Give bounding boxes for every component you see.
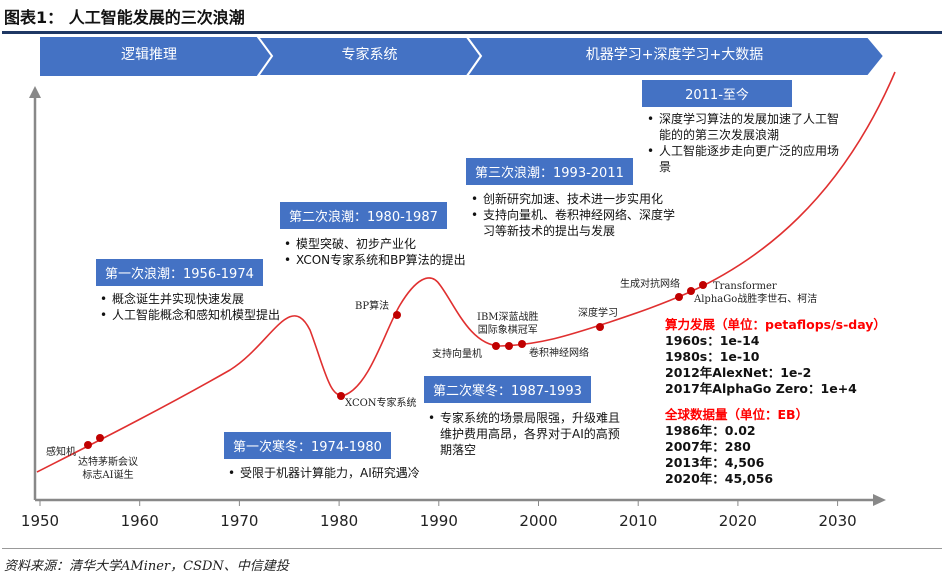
dot-deepblue [505,342,513,350]
dot-perceptron [84,441,92,449]
label-gan: 生成对抗网络 [620,279,680,290]
wave1-box: 第一次浪潮：1956-1974 [96,259,263,286]
compute-row: 1980s：1e-10 [665,349,760,364]
dot-dl [596,323,604,331]
wave3-box: 第三次浪潮：1993-2011 [466,158,633,185]
dot-transformer [699,281,707,289]
compute-row: 2012年AlexNet：1e-2 [665,365,812,380]
milestone-dots [84,281,707,449]
x-tick-label: 1970 [220,512,259,530]
phase-label-1: 逻辑推理 [121,47,177,63]
wave2-box: 第二次浪潮：1980-1987 [280,202,447,229]
dot-bp [393,311,401,319]
dot-dartmouth [96,434,104,442]
y-axis-arrow-icon [29,86,41,98]
dot-cnn [518,340,526,348]
label-deepblue: IBM深蓝战胜 国际象棋冠军 [477,312,539,336]
label-dl: 深度学习 [578,308,618,319]
compute-row: 2017年AlphaGo Zero：1e+4 [665,381,857,396]
x-tick-label: 2000 [519,512,558,530]
datavol-row: 2020年：45,056 [665,471,774,486]
label-perceptron: 感知机 [46,447,76,458]
modern-box: 2011-至今 [642,80,792,107]
wave2-bullets: 模型突破、初步产业化XCON专家系统和BP算法的提出 [284,236,466,268]
label-svm: 支持向量机 [432,349,482,360]
label-alphago: AlphaGo战胜李世石、柯洁 [694,294,818,305]
winter1-bullets: 受限于机器计算能力，AI研究遇冷 [228,465,420,481]
x-tick-label: 2030 [818,512,857,530]
compute-heading: 算力发展（单位：petaflops/s-day） [665,317,886,332]
modern-bullets: 深度学习算法的发展加速了人工智能的的第三次发展浪潮人工智能逐步走向更广泛的应用场… [647,111,847,175]
x-tick-label: 1950 [20,512,60,530]
phase-arrow-1 [40,37,272,76]
x-tick-label: 1960 [120,512,159,530]
figure-title: 图表1： 人工智能发展的三次浪潮 [4,8,245,27]
datavol-row: 2007年：280 [665,439,751,454]
stats-panel: 算力发展（单位：petaflops/s-day） 1960s：1e-14 198… [665,317,886,487]
x-tick-label: 1980 [320,512,359,530]
label-cnn: 卷积神经网络 [529,348,589,359]
datavol-heading: 全球数据量（单位：EB） [665,407,809,422]
label-transformer: Transformer [713,281,777,292]
winter2-box: 第二次寒冬：1987-1993 [424,376,591,403]
source-note: 资料来源：清华大学AMiner，CSDN、中信建投 [4,559,289,574]
title-rule [2,31,942,34]
label-bp: BP算法 [355,301,390,312]
x-tick-label: 2010 [619,512,658,530]
x-axis-arrow-icon [873,494,886,506]
label-xcon: XCON专家系统 [345,398,417,409]
phase-label-3: 机器学习+深度学习+大数据 [585,47,764,63]
winter2-bullets: 专家系统的场景局限强，升级难且维护费用高昂，各界对于AI的高预期落空 [428,410,628,458]
x-tick-label: 1990 [419,512,458,530]
x-tick-label: 2020 [718,512,757,530]
datavol-row: 1986年：0.02 [665,423,756,438]
phase-arrow-3 [465,36,886,77]
winter1-box: 第一次寒冬：1974-1980 [224,432,391,459]
wave1-bullets: 概念诞生并实现快速发展人工智能概念和感知机模型提出 [100,291,280,323]
dot-gan [675,293,683,301]
dot-alphago [687,287,695,295]
dot-xcon [337,392,345,400]
datavol-row: 2013年：4,506 [665,455,765,470]
footer-rule [2,548,942,549]
phase-label-2: 专家系统 [341,47,398,63]
compute-row: 1960s：1e-14 [665,333,760,348]
dot-svm [492,342,500,350]
wave3-bullets: 创新研究加速、技术进一步实用化支持向量机、卷积神经网络、深度学习等新技术的提出与… [471,191,686,239]
label-dartmouth: 达特茅斯会议 标志AI诞生 [78,457,138,481]
